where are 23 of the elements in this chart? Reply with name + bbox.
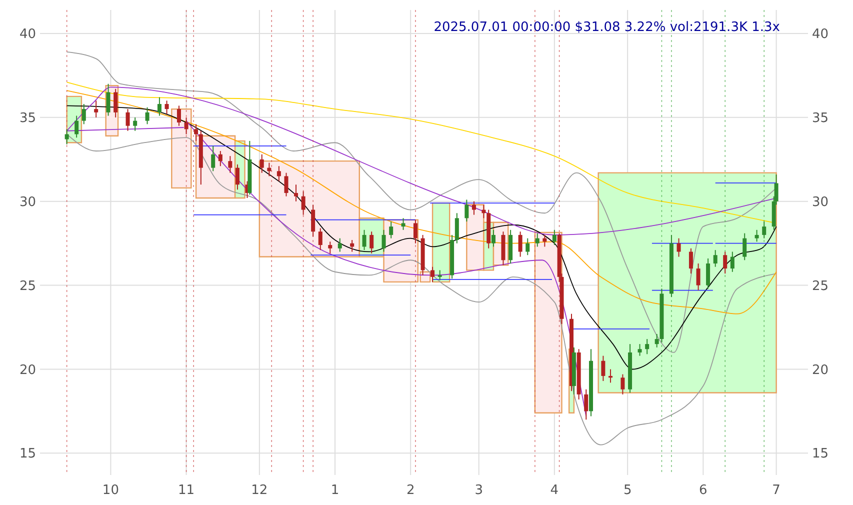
y-tick-label: 35 bbox=[19, 110, 36, 126]
y-tick-label: 20 bbox=[19, 362, 36, 378]
x-tick-label: 5 bbox=[623, 483, 632, 498]
y2-tick-label: 15 bbox=[812, 446, 829, 462]
y2-tick-label: 20 bbox=[812, 362, 829, 378]
x-tick-label: 6 bbox=[699, 483, 708, 498]
x-tick-label: 7 bbox=[772, 483, 780, 498]
x-tick-label: 10 bbox=[102, 483, 119, 498]
x-tick-label: 11 bbox=[178, 483, 195, 498]
x-tick-label: 3 bbox=[474, 483, 483, 498]
x-tick-label: 1 bbox=[330, 483, 340, 498]
x-tick-label: 4 bbox=[550, 483, 559, 498]
y2-tick-label: 35 bbox=[812, 110, 829, 126]
y-tick-label: 15 bbox=[19, 446, 36, 462]
y2-tick-label: 40 bbox=[812, 27, 829, 42]
y-tick-label: 40 bbox=[19, 27, 36, 42]
x-tick-label: 2 bbox=[406, 483, 415, 498]
y-tick-label: 30 bbox=[19, 194, 36, 210]
text: 2025.07.01 00:00:00 $31.08 3.22% vol:2191.3K 1.3x bbox=[434, 20, 780, 35]
y2-tick-label: 25 bbox=[812, 278, 829, 294]
y2-tick-label: 30 bbox=[812, 194, 829, 210]
y-tick-label: 25 bbox=[19, 278, 36, 294]
x-tick-label: 12 bbox=[251, 483, 268, 498]
